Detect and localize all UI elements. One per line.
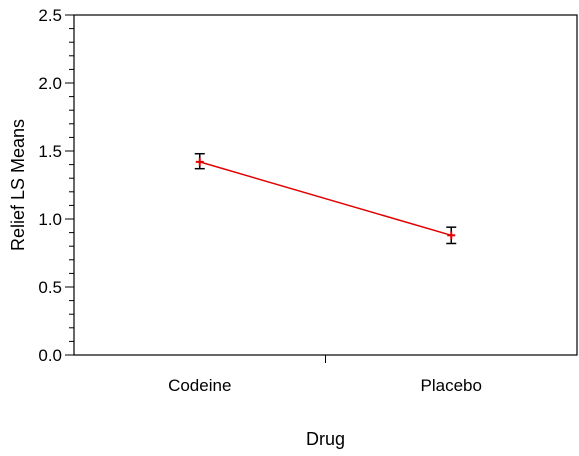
y-tick-label: 0.0 — [38, 346, 62, 365]
y-tick-label: 1.0 — [38, 210, 62, 229]
y-tick-label: 2.5 — [38, 6, 62, 25]
x-axis: Codeine Placebo — [168, 355, 482, 395]
plot-border — [73, 14, 578, 356]
x-tick-label-codeine: Codeine — [168, 376, 231, 395]
series-group — [194, 152, 457, 245]
series-line — [199, 161, 452, 237]
y-axis-title: Relief LS Means — [8, 119, 28, 251]
x-axis-title: Drug — [306, 429, 345, 449]
plot-frame — [73, 14, 578, 356]
y-tick-label: 2.0 — [38, 74, 62, 93]
y-axis: 0.0 0.5 1.0 1.5 2.0 2.5 — [38, 6, 74, 365]
y-tick-label: 1.5 — [38, 142, 62, 161]
y-tick-label: 0.5 — [38, 278, 62, 297]
x-tick-label-placebo: Placebo — [421, 376, 482, 395]
